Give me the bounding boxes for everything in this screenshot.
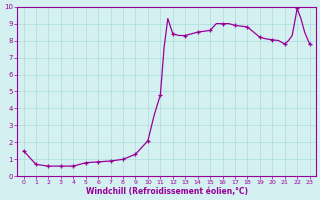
X-axis label: Windchill (Refroidissement éolien,°C): Windchill (Refroidissement éolien,°C) <box>85 187 248 196</box>
